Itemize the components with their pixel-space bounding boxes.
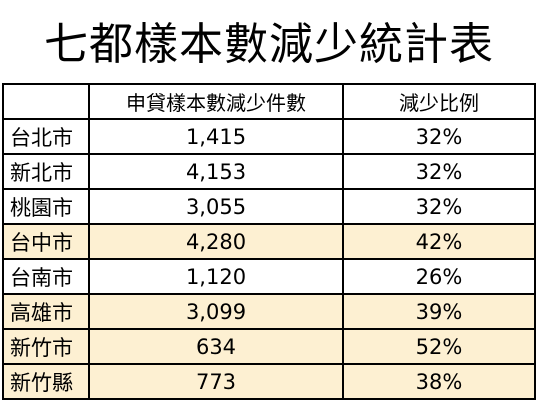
table-row: 台北市 1,415 32% <box>2 118 536 155</box>
table-row: 台中市 4,280 42% <box>2 223 536 260</box>
city-cell: 新竹市 <box>2 328 90 365</box>
ratio-cell: 32% <box>342 188 536 225</box>
ratio-cell: 42% <box>342 223 536 260</box>
city-cell: 台北市 <box>2 118 90 155</box>
ratio-cell: 52% <box>342 328 536 365</box>
count-cell: 634 <box>88 328 344 365</box>
count-cell: 1,415 <box>88 118 344 155</box>
ratio-cell: 32% <box>342 118 536 155</box>
city-cell: 台中市 <box>2 223 90 260</box>
table-header-row: 申貸樣本數減少件數 減少比例 <box>2 83 536 120</box>
page-title: 七都樣本數減少統計表 <box>44 19 494 70</box>
ratio-cell: 26% <box>342 258 536 295</box>
city-cell: 新北市 <box>2 153 90 190</box>
table-row: 桃園市 3,055 32% <box>2 188 536 225</box>
city-cell: 台南市 <box>2 258 90 295</box>
count-cell: 3,099 <box>88 293 344 330</box>
table-row: 新北市 4,153 32% <box>2 153 536 190</box>
count-cell: 1,120 <box>88 258 344 295</box>
table-row: 高雄市 3,099 39% <box>2 293 536 330</box>
header-ratio: 減少比例 <box>342 83 536 120</box>
table-row: 新竹縣 773 38% <box>2 363 536 400</box>
ratio-cell: 38% <box>342 363 536 400</box>
header-corner-cell <box>2 83 90 120</box>
table-row: 新竹市 634 52% <box>2 328 536 365</box>
city-cell: 高雄市 <box>2 293 90 330</box>
city-cell: 桃園市 <box>2 188 90 225</box>
table-row: 台南市 1,120 26% <box>2 258 536 295</box>
ratio-cell: 39% <box>342 293 536 330</box>
count-cell: 4,280 <box>88 223 344 260</box>
city-cell: 新竹縣 <box>2 363 90 400</box>
count-cell: 4,153 <box>88 153 344 190</box>
ratio-cell: 32% <box>342 153 536 190</box>
count-cell: 773 <box>88 363 344 400</box>
statistics-table: 申貸樣本數減少件數 減少比例 台北市 1,415 32% 新北市 4,153 3… <box>2 83 536 400</box>
header-count: 申貸樣本數減少件數 <box>88 83 344 120</box>
count-cell: 3,055 <box>88 188 344 225</box>
